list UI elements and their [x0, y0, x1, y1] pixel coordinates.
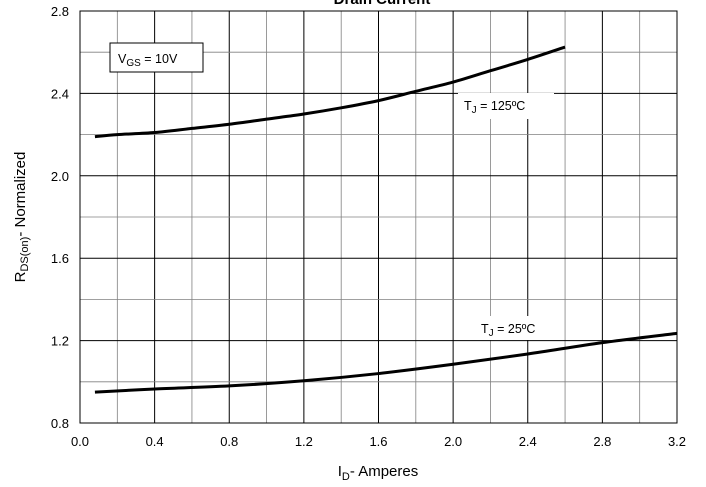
y-tick-label: 2.4: [51, 86, 69, 101]
series-line-tj-125c: [94, 45, 566, 139]
vgs-annotation-box: [109, 42, 204, 73]
chart-title: Drain Current: [334, 0, 431, 8]
series-label-tj-25c: TJ = 25ºC: [475, 316, 563, 340]
x-tick-labels: 0.0 0.4 0.8 1.2 1.6 2.0 2.4 2.8 3.2: [71, 434, 686, 449]
plot-frame: [79, 10, 678, 424]
series-lines: [94, 45, 678, 394]
y-tick-label: 2.0: [51, 169, 69, 184]
x-axis-label: ID- Amperes: [338, 463, 418, 483]
x-tick-label: 1.6: [369, 434, 387, 449]
series-label-text: TJ = 25ºC: [481, 322, 535, 339]
y-tick-label: 1.6: [51, 251, 69, 266]
x-tick-label: 0.0: [71, 434, 89, 449]
series-label-bg: [458, 93, 554, 119]
series-label-bg: [475, 316, 563, 340]
x-tick-label: 1.2: [295, 434, 313, 449]
y-tick-label: 1.2: [51, 334, 69, 349]
grid: [79, 10, 678, 424]
series-labels: TJ = 125ºC TJ = 25ºC: [458, 93, 563, 340]
x-tick-label: 2.0: [444, 434, 462, 449]
series-label-text: TJ = 125ºC: [464, 99, 525, 116]
x-tick-label: 3.2: [668, 434, 686, 449]
series-label-tj-125c: TJ = 125ºC: [458, 93, 554, 119]
y-tick-labels: 0.8 1.2 1.6 2.0 2.4 2.8: [51, 4, 69, 431]
vgs-annotation-text: VGS = 10V: [118, 52, 178, 69]
x-tick-label: 2.8: [593, 434, 611, 449]
y-tick-label: 2.8: [51, 4, 69, 19]
x-tick-label: 2.4: [519, 434, 537, 449]
series-line-tj-25c: [94, 331, 678, 394]
vgs-annotation: VGS = 10V: [109, 42, 204, 73]
x-tick-label: 0.4: [146, 434, 164, 449]
y-tick-label: 0.8: [51, 416, 69, 431]
y-axis-label: RDS(on)- Normalized: [12, 152, 31, 283]
x-tick-label: 0.8: [220, 434, 238, 449]
